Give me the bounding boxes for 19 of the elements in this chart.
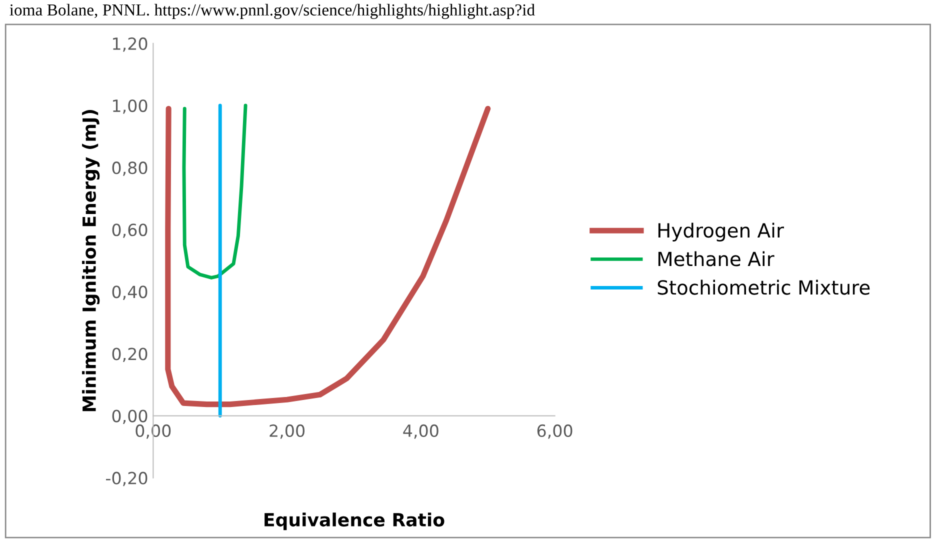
y-axis-title: Minimum Ignition Energy (mJ) (82, 110, 100, 412)
x-tick-label: 6,00 (537, 424, 572, 439)
y-tick-label: 1,00 (113, 99, 148, 114)
y-tick-label: 0,60 (112, 224, 148, 238)
x-tick-label: 0,00 (136, 424, 171, 439)
text: ioma Bolane, PNNL. https://www.pnnl.gov/science/highlights/highlight.asp?id (10, 4, 535, 20)
legend-label: Hydrogen Air (658, 222, 784, 242)
y-tick-label: 0,20 (112, 348, 148, 362)
x-tick-label: 4,00 (403, 424, 438, 439)
y-tick-label: -0,20 (106, 472, 148, 486)
line-series (182, 104, 248, 280)
legend-label: Methane Air (658, 251, 774, 266)
x-tick-label: 2,00 (270, 424, 304, 439)
legend-label: Stochiometric Mixture (658, 280, 870, 295)
y-tick-label: 1,20 (113, 37, 148, 52)
y-tick-label: 0,40 (112, 286, 148, 300)
y-tick-label: 0,00 (112, 410, 148, 424)
y-tick-label: 0,80 (112, 162, 148, 176)
x-axis-title: Equivalence Ratio (264, 512, 444, 530)
